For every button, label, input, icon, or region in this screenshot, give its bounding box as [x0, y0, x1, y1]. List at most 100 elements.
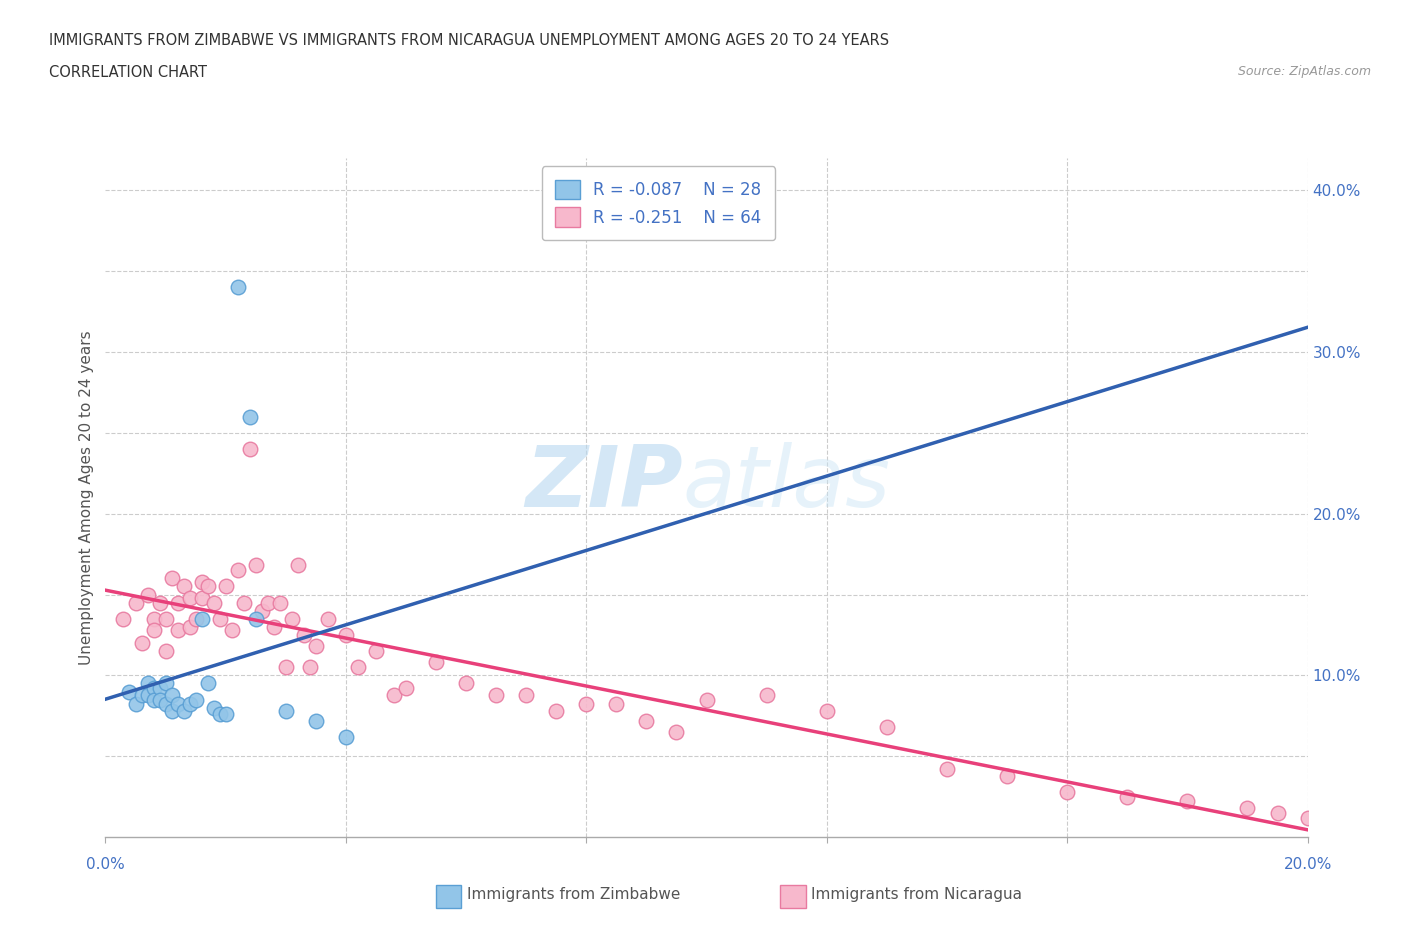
Point [173, 579, 195, 594]
Point [696, 692, 718, 707]
Point [292, 628, 315, 643]
Point [316, 611, 339, 626]
Text: IMMIGRANTS FROM ZIMBABWE VS IMMIGRANTS FROM NICARAGUA UNEMPLOYMENT AMONG AGES 20: IMMIGRANTS FROM ZIMBABWE VS IMMIGRANTS F… [49, 33, 890, 47]
Point [256, 595, 278, 610]
Point [155, 676, 177, 691]
Point [131, 687, 153, 702]
Text: Immigrants from Zimbabwe: Immigrants from Zimbabwe [467, 887, 681, 902]
Point [148, 595, 170, 610]
Point [263, 619, 285, 634]
Text: Immigrants from Nicaragua: Immigrants from Nicaragua [811, 887, 1022, 902]
Point [214, 707, 236, 722]
Point [815, 703, 838, 718]
Point [1116, 790, 1139, 804]
Point [335, 729, 357, 744]
Text: Source: ZipAtlas.com: Source: ZipAtlas.com [1237, 65, 1371, 78]
Point [202, 700, 225, 715]
Point [1056, 784, 1078, 799]
Point [605, 697, 627, 711]
Point [136, 676, 159, 691]
Point [160, 703, 183, 718]
Point [335, 628, 357, 643]
Point [995, 768, 1018, 783]
Point [202, 595, 225, 610]
Point [245, 611, 267, 626]
Text: ZIP: ZIP [524, 443, 682, 525]
Y-axis label: Unemployment Among Ages 20 to 24 years: Unemployment Among Ages 20 to 24 years [79, 330, 94, 665]
Point [148, 681, 170, 696]
Point [155, 697, 177, 711]
Point [166, 595, 188, 610]
Point [245, 558, 267, 573]
Point [160, 687, 183, 702]
Point [190, 574, 212, 589]
Point [112, 611, 135, 626]
Point [1267, 805, 1289, 820]
Point [190, 611, 212, 626]
Point [274, 703, 297, 718]
Point [197, 676, 219, 691]
Point [208, 707, 231, 722]
Point [118, 684, 141, 699]
Point [269, 595, 291, 610]
Point [184, 611, 207, 626]
Point [876, 720, 898, 735]
Point [136, 687, 159, 702]
Point [142, 692, 165, 707]
Point [382, 687, 405, 702]
Point [208, 611, 231, 626]
Point [239, 442, 262, 457]
Point [250, 604, 273, 618]
Text: 20.0%: 20.0% [1284, 857, 1331, 872]
Point [395, 681, 418, 696]
Point [485, 687, 508, 702]
Point [226, 563, 249, 578]
Point [124, 595, 146, 610]
Legend: R = -0.087    N = 28, R = -0.251    N = 64: R = -0.087 N = 28, R = -0.251 N = 64 [541, 166, 775, 240]
Point [197, 579, 219, 594]
Point [142, 611, 165, 626]
Point [1296, 810, 1319, 825]
Point [179, 591, 201, 605]
Point [1175, 794, 1198, 809]
Point [281, 611, 304, 626]
Point [166, 623, 188, 638]
Point [305, 713, 328, 728]
Point [347, 660, 370, 675]
Text: CORRELATION CHART: CORRELATION CHART [49, 65, 207, 80]
Point [214, 579, 236, 594]
Point [155, 644, 177, 658]
Point [179, 697, 201, 711]
Text: 0.0%: 0.0% [86, 857, 125, 872]
Point [454, 676, 477, 691]
Point [425, 655, 447, 670]
Point [936, 762, 959, 777]
Point [1236, 801, 1258, 816]
Point [575, 697, 598, 711]
Point [305, 639, 328, 654]
Point [298, 660, 321, 675]
Point [546, 703, 568, 718]
Point [515, 687, 537, 702]
Point [173, 703, 195, 718]
Point [179, 619, 201, 634]
Point [364, 644, 387, 658]
Point [755, 687, 778, 702]
Point [274, 660, 297, 675]
Point [142, 623, 165, 638]
Point [226, 280, 249, 295]
Point [136, 587, 159, 602]
Point [166, 697, 188, 711]
Point [190, 591, 212, 605]
Point [160, 571, 183, 586]
Text: atlas: atlas [682, 443, 890, 525]
Point [184, 692, 207, 707]
Point [665, 724, 688, 739]
Point [221, 623, 243, 638]
Point [131, 635, 153, 650]
Point [148, 692, 170, 707]
Point [155, 611, 177, 626]
Point [287, 558, 309, 573]
Point [142, 681, 165, 696]
Point [239, 409, 262, 424]
